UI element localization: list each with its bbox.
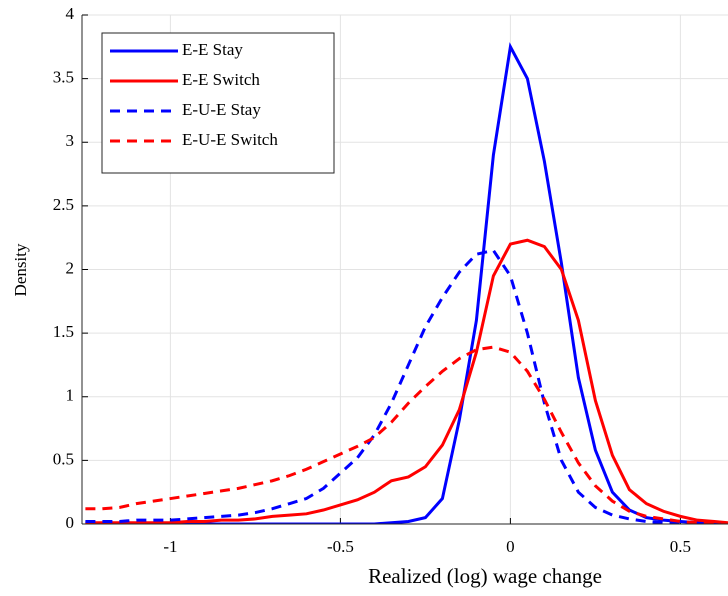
legend-box — [101, 32, 335, 174]
x-tick-label: -1 — [163, 537, 177, 556]
y-tick-label: 4 — [66, 4, 75, 23]
line-series — [85, 345, 728, 524]
y-tick-label: 3 — [66, 131, 75, 150]
y-tick-label: 0 — [66, 513, 75, 532]
line-series — [85, 42, 728, 524]
x-tick-label: -0.5 — [327, 537, 354, 556]
x-axis-label: Realized (log) wage change — [368, 564, 602, 588]
legend-label: E-E Stay — [182, 40, 243, 59]
legend-label: E-U-E Stay — [182, 100, 261, 119]
x-tick-label: 0.5 — [670, 537, 691, 556]
legend-label: E-U-E Switch — [182, 130, 278, 149]
y-tick-label: 2 — [66, 258, 75, 277]
y-tick-label: 1 — [66, 386, 75, 405]
y-tick-label: 0.5 — [53, 449, 74, 468]
line-series — [85, 248, 728, 524]
y-tick-label: 3.5 — [53, 68, 74, 87]
y-tick-label: 2.5 — [53, 195, 74, 214]
y-axis-label: Density — [11, 243, 30, 296]
line-series — [85, 238, 728, 524]
x-tick-label: 0 — [506, 537, 515, 556]
legend-label: E-E Switch — [182, 70, 260, 89]
y-tick-label: 1.5 — [53, 322, 74, 341]
